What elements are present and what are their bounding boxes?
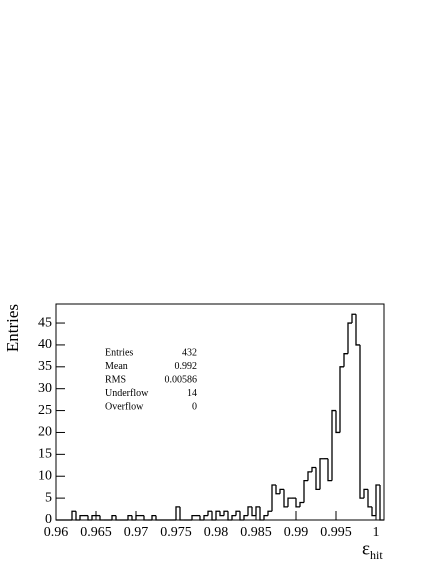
histogram-bin: [343, 353, 348, 367]
histogram-bin: [355, 314, 360, 346]
histogram-bin: [175, 506, 180, 520]
histogram-bin: [295, 498, 300, 508]
y-tick-label: 10: [38, 468, 52, 483]
stat-value: 14: [187, 388, 197, 399]
histogram-bin: [235, 510, 240, 516]
histogram-bin: [231, 514, 236, 520]
stat-label: Overflow: [105, 402, 144, 413]
histogram-bin: [379, 484, 384, 521]
histogram-bin: [243, 514, 248, 520]
histogram-bin: [191, 514, 196, 520]
histogram-bin: [115, 515, 120, 521]
histogram-bin: [259, 506, 264, 521]
x-tick-label: 0.98: [204, 525, 229, 540]
histogram-bin: [111, 514, 116, 520]
histogram-bin: [99, 515, 104, 521]
histogram-bin: [127, 514, 132, 520]
y-tick-label: 40: [38, 337, 52, 352]
histogram-bin: [223, 510, 228, 516]
histogram-bin: [263, 514, 268, 520]
histogram-bin: [251, 506, 256, 517]
histogram-bin: [303, 479, 308, 503]
histogram-bin: [267, 510, 272, 516]
histogram-bin: [351, 313, 356, 324]
histogram-bin: [247, 506, 252, 516]
histogram-bin: [71, 510, 76, 520]
histogram-bin: [143, 515, 148, 521]
histogram-bin: [275, 484, 280, 495]
histogram-bin: [363, 488, 368, 499]
histogram-bin: [315, 467, 320, 491]
histogram-bin: [347, 322, 352, 354]
x-axis-label: ε: [362, 538, 370, 559]
x-tick-label: 1: [373, 525, 380, 540]
histogram-bin: [219, 511, 224, 517]
histogram-bin: [331, 409, 336, 481]
histogram-bin: [227, 511, 232, 521]
histogram-bin: [283, 489, 288, 508]
histogram-bin: [199, 515, 204, 521]
y-tick-label: 35: [38, 359, 52, 374]
stat-label: Underflow: [105, 388, 149, 399]
histogram-bin: [91, 514, 96, 520]
y-tick-label: 15: [38, 447, 52, 462]
histogram-bin: [75, 511, 80, 521]
y-tick-label: 45: [38, 315, 52, 330]
histogram-bin: [87, 515, 92, 521]
histogram-bin: [155, 515, 160, 521]
stat-value: 0.992: [175, 361, 198, 372]
histogram-bin: [335, 410, 340, 434]
x-tick-label: 0.96: [44, 525, 69, 540]
histogram-bin: [299, 501, 304, 507]
x-tick-label: 0.985: [240, 525, 272, 540]
x-tick-label: 0.99: [284, 525, 309, 540]
histogram-bin: [135, 514, 140, 520]
stat-label: Mean: [105, 361, 128, 372]
y-tick-label: 5: [45, 490, 52, 505]
histogram-bin: [327, 458, 332, 482]
histogram-bin: [151, 514, 156, 520]
histogram-bin: [207, 510, 212, 516]
histogram-bin: [179, 506, 184, 521]
x-axis-label-subscript: hit: [370, 548, 383, 562]
histogram-bin: [203, 514, 208, 520]
x-tick-label: 0.965: [80, 525, 112, 540]
stat-label: RMS: [105, 374, 126, 385]
histogram-bin: [279, 488, 284, 494]
histogram-bin: [339, 366, 344, 433]
stat-value: 432: [182, 347, 197, 358]
histogram-bin: [255, 506, 260, 516]
histogram-bin: [367, 489, 372, 508]
histogram-bin: [211, 511, 216, 521]
histogram-bin: [307, 471, 312, 481]
histogram-bin: [319, 458, 324, 490]
frame: [55, 303, 385, 521]
y-tick-label: 0: [45, 512, 52, 527]
stat-label: Entries: [105, 347, 133, 358]
stat-value: 0.00586: [165, 374, 198, 385]
histogram-bin: [79, 514, 84, 520]
histogram-bin: [375, 484, 380, 516]
histogram-bin: [371, 506, 376, 517]
x-tick-label: 0.995: [320, 525, 352, 540]
y-tick-label: 30: [38, 381, 52, 396]
x-tick-label: 0.975: [160, 525, 192, 540]
histogram-bin: [215, 510, 220, 520]
histogram-bin: [239, 511, 244, 521]
stat-value: 0: [192, 402, 197, 413]
histogram-bin: [311, 466, 316, 472]
y-axis-label: Entries: [3, 304, 22, 352]
y-tick-label: 25: [38, 403, 52, 418]
x-tick-label: 0.97: [124, 525, 149, 540]
y-tick-label: 20: [38, 425, 52, 440]
histogram-bin: [271, 484, 276, 512]
histogram-bin: [287, 497, 292, 507]
histogram-bin: [131, 515, 136, 521]
histogram-bin: [359, 344, 364, 499]
